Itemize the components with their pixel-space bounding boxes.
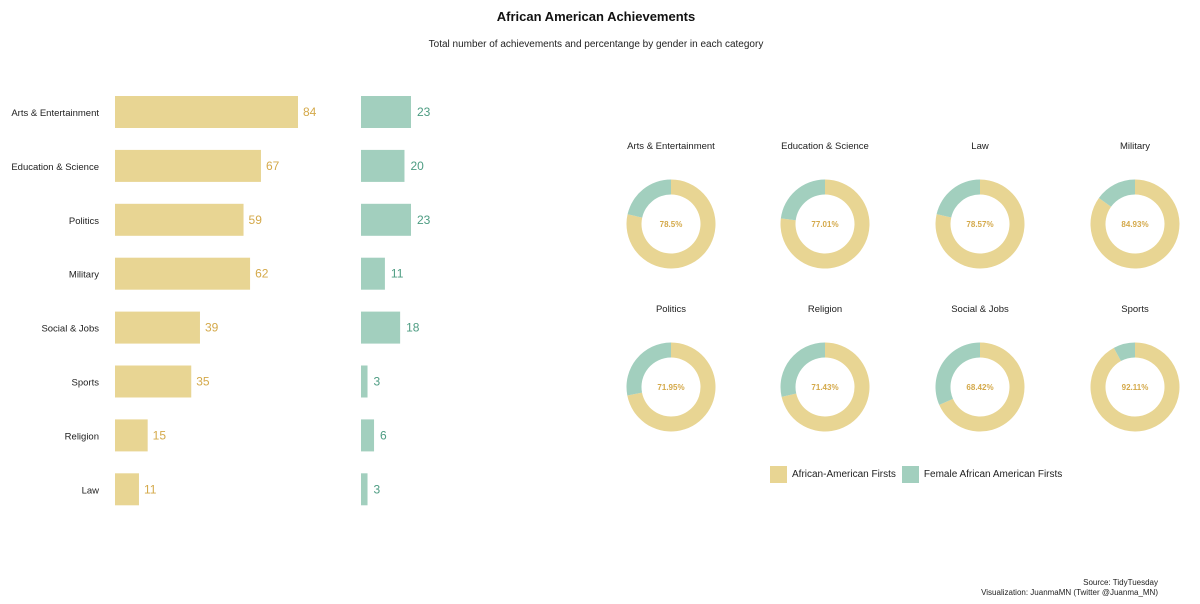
category-label-sports: Sports — [72, 378, 100, 389]
credits: Source: TidyTuesday Visualization: Juanm… — [981, 578, 1158, 598]
donut-percent-education-and-science: 77.01% — [811, 220, 838, 229]
value-label-african-american-law: 11 — [144, 482, 157, 496]
credit-visualization: Visualization: JuanmaMN (Twitter @Juanma… — [981, 588, 1158, 597]
slice-african-american-military — [1090, 179, 1180, 269]
value-label-african-american-social-and-jobs: 39 — [205, 321, 219, 335]
slice-african-american-education-and-science — [780, 179, 870, 269]
bar-female-law — [361, 473, 368, 506]
chart-subtitle: Total number of achievements and percent… — [428, 39, 764, 50]
slice-female-law — [936, 179, 980, 218]
slice-african-american-religion — [781, 342, 870, 432]
bar-african-american-military — [115, 257, 251, 290]
category-label-law: Law — [82, 485, 100, 496]
value-label-african-american-religion: 15 — [153, 428, 167, 442]
donut-percent-arts-and-entertainment: 78.5% — [660, 220, 683, 229]
value-label-female-military: 11 — [391, 267, 404, 281]
slice-female-arts-and-entertainment — [627, 179, 671, 218]
value-label-african-american-military: 62 — [255, 267, 269, 281]
category-label-social-and-jobs: Social & Jobs — [41, 324, 99, 335]
bar-african-american-education-and-science — [115, 149, 261, 182]
category-label-religion: Religion — [65, 431, 99, 442]
donut-title-education-and-science: Education & Science — [781, 141, 869, 152]
legend-item-african-american: African-American Firsts — [770, 466, 896, 483]
slice-female-military — [1098, 179, 1135, 207]
bar-african-american-social-and-jobs — [115, 311, 200, 344]
bar-female-arts-and-entertainment — [361, 96, 411, 128]
value-label-african-american-politics: 59 — [249, 213, 263, 227]
slice-female-social-and-jobs — [935, 342, 980, 405]
legend-item-female: Female African American Firsts — [901, 466, 1063, 483]
donut-title-law: Law — [971, 141, 989, 152]
legend-label-female: Female African American Firsts — [923, 469, 1063, 480]
category-label-military: Military — [69, 270, 99, 281]
slice-african-american-arts-and-entertainment — [626, 179, 716, 269]
bar-african-american-religion — [115, 419, 148, 452]
donut-percent-military: 84.93% — [1121, 220, 1148, 229]
legend-label-african-american: African-American Firsts — [792, 469, 896, 480]
value-label-female-arts-and-entertainment: 23 — [417, 105, 431, 119]
legend-swatch-african-american — [770, 466, 787, 483]
slice-female-education-and-science — [780, 179, 825, 221]
legend: African-American Firsts Female African A… — [770, 466, 1068, 483]
bar-african-american-arts-and-entertainment — [115, 96, 298, 128]
donut-percent-social-and-jobs: 68.42% — [966, 383, 993, 392]
donut-grid: Arts & Entertainment 78.5% Education & Sci… — [626, 141, 1180, 432]
donut-title-social-and-jobs: Social & Jobs — [951, 304, 1009, 315]
bar-african-american-sports — [115, 365, 192, 398]
bar-african-american-law — [115, 473, 139, 506]
slice-african-american-politics — [627, 342, 716, 432]
bar-female-sports — [361, 365, 368, 398]
donut-percent-religion: 71.43% — [811, 383, 838, 392]
credit-source: Source: TidyTuesday — [1083, 578, 1158, 587]
category-label-education-and-science: Education & Science — [11, 162, 99, 173]
donut-percent-politics: 71.95% — [657, 383, 684, 392]
value-label-african-american-education-and-science: 67 — [266, 159, 280, 173]
slice-african-american-sports — [1090, 342, 1180, 432]
value-label-female-education-and-science: 20 — [410, 159, 424, 173]
value-label-female-politics: 23 — [417, 213, 431, 227]
value-label-female-law: 3 — [374, 482, 381, 496]
bar-female-education-and-science — [361, 149, 405, 182]
slice-female-religion — [780, 342, 825, 397]
legend-swatch-female — [901, 466, 919, 483]
slice-female-sports — [1113, 342, 1135, 362]
bar-chart: Arts & Entertainment 84 23 Education & Scie… — [11, 96, 431, 506]
donut-title-arts-and-entertainment: Arts & Entertainment — [627, 141, 715, 152]
donut-percent-law: 78.57% — [966, 220, 993, 229]
category-label-arts-and-entertainment: Arts & Entertainment — [11, 108, 99, 119]
slice-african-american-social-and-jobs — [939, 342, 1025, 432]
bar-female-social-and-jobs — [361, 311, 401, 344]
bar-african-american-politics — [115, 203, 244, 236]
value-label-african-american-sports: 35 — [196, 375, 210, 389]
value-label-female-sports: 3 — [374, 375, 381, 389]
value-label-female-religion: 6 — [380, 428, 387, 442]
bar-female-religion — [361, 419, 375, 452]
category-label-politics: Politics — [69, 216, 99, 227]
donut-percent-sports: 92.11% — [1122, 383, 1149, 392]
bar-female-military — [361, 257, 385, 290]
donut-title-religion: Religion — [808, 304, 842, 315]
bar-female-politics — [361, 203, 411, 236]
value-label-african-american-arts-and-entertainment: 84 — [303, 105, 317, 119]
chart-title: African American Achievements — [496, 9, 696, 24]
donut-title-sports: Sports — [1121, 304, 1149, 315]
donut-title-politics: Politics — [656, 304, 686, 315]
donut-title-military: Military — [1120, 141, 1150, 152]
slice-african-american-law — [935, 179, 1025, 269]
slice-female-politics — [626, 342, 671, 396]
value-label-female-social-and-jobs: 18 — [406, 321, 420, 335]
